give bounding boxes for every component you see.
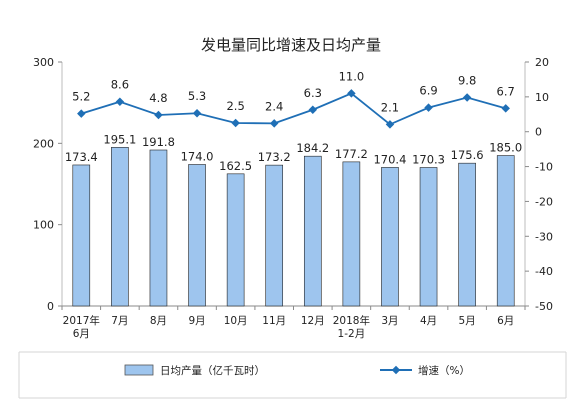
x-tick-label: 2017年 6月 <box>63 314 100 340</box>
bar <box>381 167 399 307</box>
line-point <box>347 89 356 98</box>
chart-title: 发电量同比增速及日均产量 <box>201 36 381 54</box>
bar-value-label: 175.6 <box>451 148 484 162</box>
line-value-label: 6.9 <box>419 84 437 98</box>
left-axis-ticks: 0 100 200 300 <box>33 56 62 313</box>
bar-series <box>72 147 515 307</box>
right-tick-label: -10 <box>535 161 553 174</box>
line-value-label: 6.3 <box>304 86 322 100</box>
bar-value-label: 170.4 <box>373 152 406 166</box>
bar-value-label: 184.2 <box>296 141 329 155</box>
line-point <box>77 109 86 118</box>
bar <box>72 164 91 307</box>
right-axis-ticks: 20 10 0 -10 -20 -30 -40 -50 <box>525 56 553 313</box>
line-value-label: 9.8 <box>458 74 476 88</box>
bar <box>226 173 245 307</box>
line-value-label: 5.2 <box>72 90 90 104</box>
right-tick-label: -20 <box>535 195 553 208</box>
line-point <box>115 97 125 106</box>
left-tick-label: 300 <box>33 56 54 69</box>
x-tick-label: 8月 <box>150 315 167 327</box>
legend-bar-swatch <box>124 364 154 376</box>
line-value-label: 8.6 <box>111 78 129 92</box>
bar <box>458 162 476 307</box>
line-value-label: 6.7 <box>497 84 515 98</box>
bar-value-label: 177.2 <box>335 147 368 161</box>
right-tick-label: -40 <box>535 265 553 278</box>
x-tick-label: 10月 <box>224 315 248 327</box>
legend-bar-label: 日均产量（亿千瓦时） <box>160 364 265 377</box>
line-value-label: 2.5 <box>226 99 244 113</box>
x-tick-label: 5月 <box>459 315 476 327</box>
line-point <box>231 118 240 128</box>
line-point <box>308 105 318 114</box>
line-point <box>501 104 510 113</box>
bar <box>419 167 438 307</box>
line-data-labels: 5.2 8.6 4.8 5.3 2.5 2.4 6.3 11.0 2.1 6.9 9.8 6.7 <box>72 69 515 114</box>
left-tick-label: 200 <box>33 137 54 150</box>
legend-line-label: 增速（%） <box>418 364 470 377</box>
right-tick-label: 20 <box>535 56 549 69</box>
growth-line <box>81 92 506 126</box>
bar-value-label: 173.4 <box>65 150 98 164</box>
x-tick-label: 3月 <box>381 315 398 327</box>
line-value-label: 5.3 <box>188 89 206 103</box>
bar-value-label: 173.2 <box>258 150 291 164</box>
bar-value-label: 170.3 <box>412 152 445 166</box>
line-point <box>462 93 472 102</box>
bar <box>303 155 322 307</box>
bar <box>149 149 168 307</box>
bar-value-label: 195.1 <box>103 132 136 146</box>
x-tick-label: 6月 <box>497 315 514 327</box>
legend-line-marker <box>391 365 401 375</box>
x-tick-label: 4月 <box>420 315 437 327</box>
right-tick-label: -50 <box>535 300 553 313</box>
bar <box>188 164 206 307</box>
bar-value-label: 162.5 <box>219 159 252 173</box>
x-tick-label: 12月 <box>301 315 325 327</box>
right-tick-label: -30 <box>535 230 553 243</box>
right-tick-label: 10 <box>535 91 549 104</box>
x-tick-label: 11月 <box>262 315 286 327</box>
legend: 日均产量（亿千瓦时） 增速（%） <box>124 364 470 377</box>
bar-value-label: 191.8 <box>142 135 175 149</box>
line-point <box>192 108 202 118</box>
bar <box>342 161 361 307</box>
line-series <box>77 89 510 129</box>
right-tick-label: 0 <box>535 126 542 139</box>
bar <box>111 147 129 307</box>
x-axis-labels: 2017年 6月 7月 8月 9月 10月 11月 12月 2018年 1-2月 3月 4月 5月 6月 <box>61 306 526 340</box>
line-point <box>269 119 279 128</box>
bar <box>265 164 284 307</box>
line-value-label: 2.4 <box>265 99 283 113</box>
bar-data-labels: 173.4 195.1 191.8 174.0 162.5 173.2 184.2 177.2… <box>65 132 522 173</box>
bar <box>496 155 515 307</box>
left-tick-label: 0 <box>47 300 54 313</box>
line-point <box>424 103 433 112</box>
line-value-label: 4.8 <box>149 91 167 105</box>
line-point <box>154 110 163 120</box>
x-tick-label: 9月 <box>188 315 205 327</box>
bar-value-label: 185.0 <box>489 141 522 155</box>
x-tick-label: 2018年 1-2月 <box>333 314 370 340</box>
x-tick-label: 7月 <box>111 315 128 327</box>
left-tick-label: 100 <box>33 219 54 232</box>
line-point <box>385 120 395 129</box>
line-value-label: 2.1 <box>381 100 399 114</box>
bar-value-label: 174.0 <box>181 149 214 163</box>
line-value-label: 11.0 <box>339 69 365 83</box>
